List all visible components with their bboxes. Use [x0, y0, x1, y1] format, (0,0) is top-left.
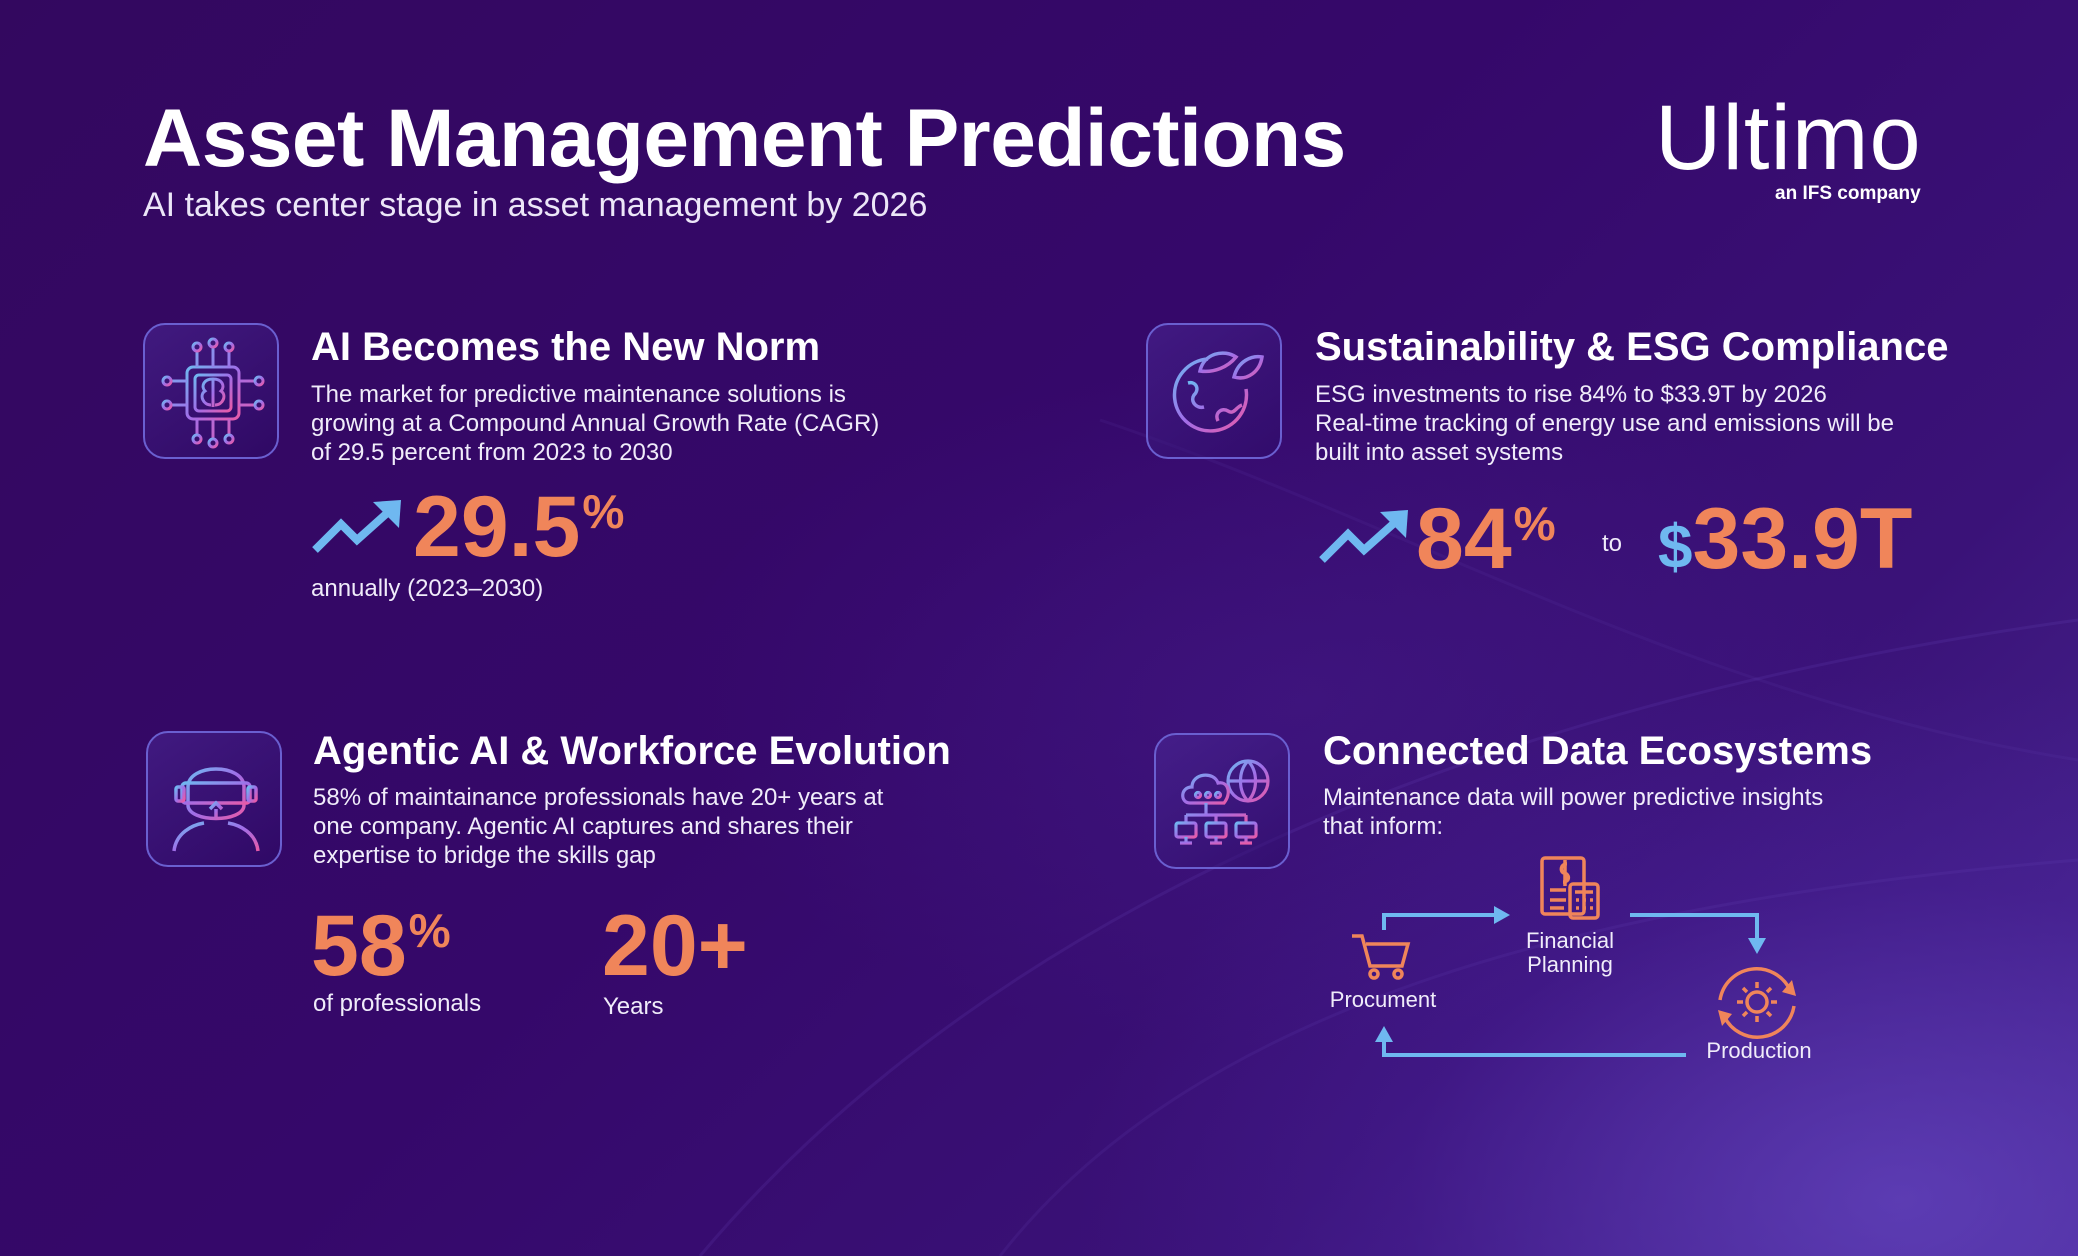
body-line: 58% of maintainance professionals have 2… — [313, 784, 884, 811]
cloud-network-globe-icon — [1154, 733, 1290, 869]
stat-cagr-unit: % — [582, 485, 625, 539]
calculator-document-icon — [1540, 856, 1600, 920]
stat-esg-amount-symbol: $ — [1658, 513, 1693, 582]
ai-brain-chip-icon — [143, 323, 279, 459]
cycle-label-financial-line1: Financial — [1525, 928, 1615, 953]
cycle-label-production: Production — [1706, 1038, 1812, 1063]
earth-leaf-icon — [1146, 323, 1282, 459]
vr-headset-person-icon — [146, 731, 282, 867]
body-line: expertise to bridge the skills gap — [313, 842, 656, 869]
arrow-production-to-procurement — [1382, 1038, 1686, 1057]
stat-cagr-caption: annually (2023–2030) — [311, 575, 544, 602]
trend-up-arrow-icon — [312, 500, 401, 553]
page-subtitle: AI takes center stage in asset managemen… — [143, 186, 928, 224]
brand-tagline: an IFS company — [1775, 183, 1921, 204]
section-body-ai-norm: The market for predictive maintenance so… — [311, 380, 879, 467]
body-line: of 29.5 percent from 2023 to 2030 — [311, 439, 673, 466]
stat-esg-rise-value: 84 — [1416, 491, 1512, 587]
section-body-agentic: 58% of maintainance professionals have 2… — [313, 783, 883, 870]
brand-logo: Ultimo — [1655, 87, 1922, 189]
page-title: Asset Management Predictions — [143, 93, 1346, 184]
body-line: The market for predictive maintenance so… — [311, 381, 846, 408]
section-title-sustainability: Sustainability & ESG Compliance — [1315, 325, 1949, 369]
stat-cagr-value: 29.5 — [413, 479, 581, 575]
stat-esg-amount: $33.9T — [1658, 490, 1912, 589]
stat-esg-rise-unit: % — [1513, 497, 1556, 551]
stat-esg-amount-value: 33.9T — [1692, 491, 1913, 587]
body-line: one company. Agentic AI captures and sha… — [313, 813, 853, 840]
stat-esg-rise: 84% — [1416, 490, 1556, 589]
body-line: Maintenance data will power predictive i… — [1323, 784, 1824, 811]
stat-years-value: 20+ — [602, 898, 748, 994]
section-title-agentic: Agentic AI & Workforce Evolution — [313, 729, 951, 773]
shopping-cart-icon — [1352, 934, 1411, 980]
section-body-sustainability: ESG investments to rise 84% to $33.9T by… — [1315, 380, 1894, 467]
cycle-label-procurement: Procument — [1329, 987, 1437, 1012]
body-line: that inform: — [1323, 813, 1444, 840]
section-body-connected: Maintenance data will power predictive i… — [1323, 783, 1823, 841]
body-line: ESG investments to rise 84% to $33.9T by… — [1315, 381, 1827, 408]
stat-professionals: 58% — [311, 897, 451, 996]
section-title-ai-norm: AI Becomes the New Norm — [311, 325, 821, 369]
stat-professionals-caption: of professionals — [313, 990, 482, 1017]
gear-cycle-icon — [1718, 967, 1796, 1039]
arrow-procurement-to-financial — [1382, 913, 1498, 930]
cycle-label-financial: Financial Planning — [1505, 929, 1635, 977]
stat-professionals-value: 58 — [311, 898, 407, 994]
stat-professionals-unit: % — [408, 904, 451, 958]
body-line: Real-time tracking of energy use and emi… — [1315, 410, 1894, 437]
stat-cagr: 29.5% — [413, 478, 624, 577]
section-title-connected: Connected Data Ecosystems — [1323, 729, 1873, 773]
stat-connector: to — [1602, 530, 1623, 557]
data-ecosystem-cycle-diagram — [1352, 856, 1796, 1057]
arrow-financial-to-production — [1630, 913, 1759, 942]
body-line: growing at a Compound Annual Growth Rate… — [311, 410, 880, 437]
stat-years-caption: Years — [603, 993, 664, 1020]
cycle-label-financial-line2: Planning — [1527, 952, 1613, 977]
body-line: built into asset systems — [1315, 439, 1564, 466]
trend-up-arrow-icon — [1319, 510, 1408, 563]
